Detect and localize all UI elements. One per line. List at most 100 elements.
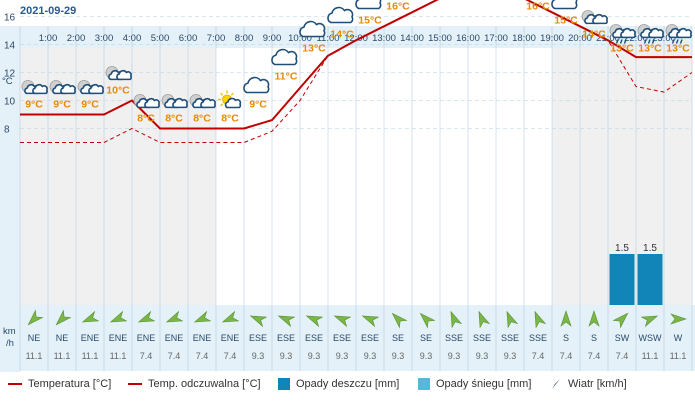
wind-speed-label: 7.4 (532, 351, 545, 361)
legend-feels-label: Temp. odczuwalna [°C] (148, 378, 261, 390)
wind-arrow-icon (552, 379, 560, 389)
wind-speed-label: 11.1 (670, 351, 687, 361)
cloud-shape (116, 70, 132, 81)
wind-direction-label: S (563, 333, 569, 343)
legend-feels-swatch (128, 383, 142, 385)
wind-speed-label: 9.3 (504, 351, 517, 361)
wind-direction-label: SE (392, 333, 404, 343)
cloudy-icon (271, 48, 298, 66)
wind-arrow-icon (361, 315, 380, 328)
wind-speed-label: 9.3 (364, 351, 377, 361)
legend-wind-label: Wiatr [km/h] (568, 378, 627, 390)
rain-drop (671, 39, 675, 44)
wind-speed-label: 7.4 (616, 351, 629, 361)
cloud-shape (144, 98, 160, 109)
night-rain-icon (637, 24, 664, 44)
temp-label: 16°C (386, 1, 410, 13)
wind-arrow-icon (277, 315, 296, 328)
temp-label: 16°C (526, 1, 550, 13)
cloud-shape (299, 20, 326, 38)
hour-label: 15:00 (428, 33, 452, 44)
y-tick-label: 10 (4, 97, 16, 108)
hour-label: 16:00 (456, 33, 480, 44)
hour-label: 3:00 (95, 33, 114, 44)
temp-label: 13°C (638, 43, 662, 55)
rain-value-label: 1.5 (615, 243, 629, 254)
temp-label: 8°C (193, 113, 211, 125)
rain-drop (623, 39, 627, 44)
wind-direction-label: SW (615, 333, 630, 343)
wind-arrow-icon (221, 310, 240, 323)
cloudy-icon (243, 76, 270, 94)
night-partly-cloudy-icon (49, 80, 76, 95)
cloudy-icon (299, 20, 326, 38)
temp-label: 15°C (358, 15, 382, 27)
wind-speed-label: 11.1 (26, 351, 43, 361)
cloud-shape (60, 84, 76, 95)
y-tick-label: 8 (4, 125, 10, 136)
legend-snow-label: Opady śniegu [mm] (436, 378, 532, 390)
cloud-shape (676, 28, 692, 39)
forecast-date: 2021-09-29 (20, 5, 77, 17)
night-cloudy-icon (581, 10, 608, 25)
wind-direction-label: ENE (193, 333, 212, 343)
y-axis-unit: °C (2, 76, 13, 87)
wind-arrow-icon (137, 310, 156, 323)
hour-label: 20:00 (568, 33, 592, 44)
temp-label: 9°C (249, 99, 267, 111)
rain-drop (619, 39, 623, 44)
night-rain-icon (665, 24, 692, 44)
wind-arrow-icon (193, 310, 212, 323)
hour-label: 22:00 (624, 33, 648, 44)
wind-arrow-icon (55, 309, 72, 326)
wind-speed-label: 9.3 (252, 351, 265, 361)
night-rain-icon (609, 24, 636, 44)
wind-speed-label: 7.4 (224, 351, 237, 361)
wind-speed-label: 11.1 (110, 351, 127, 361)
cloud-shape (271, 48, 298, 66)
wind-direction-label: S (591, 333, 597, 343)
wind-direction-label: W (674, 333, 683, 343)
wind-arrow-icon (450, 310, 463, 329)
wind-speed-label: 9.3 (308, 351, 321, 361)
wind-speed-label: 11.1 (54, 351, 71, 361)
rain-drop (679, 39, 683, 44)
wind-direction-label: ENE (109, 333, 128, 343)
cloud-shape (355, 0, 382, 10)
feels-like-line (20, 0, 693, 143)
wind-speed-label: 9.3 (280, 351, 293, 361)
wind-arrow-icon (249, 315, 268, 328)
y-tick-label: 16 (4, 13, 16, 24)
hour-label: 9:00 (263, 33, 282, 44)
hour-label: 7:00 (207, 33, 226, 44)
sun-partly-cloudy-icon (218, 90, 242, 109)
rain-drop (615, 39, 619, 44)
wind-direction-label: ESE (277, 333, 295, 343)
wind-speed-label: 7.4 (196, 351, 209, 361)
wind-direction-label: NE (56, 333, 69, 343)
cloud-shape (32, 84, 48, 95)
wind-direction-label: NE (28, 333, 41, 343)
hour-label: 5:00 (151, 33, 170, 44)
wind-arrow-icon (333, 315, 352, 328)
rain-bar (637, 254, 663, 305)
wind-direction-label: ESE (361, 333, 379, 343)
night-partly-cloudy-icon (133, 94, 160, 109)
wind-speed-label: 9.3 (392, 351, 405, 361)
cloud-shape (592, 14, 608, 25)
hour-label: 18:00 (512, 33, 536, 44)
cloudy-icon (327, 6, 354, 24)
hour-label: 21:00 (596, 33, 620, 44)
rain-drop (643, 39, 647, 44)
legend-snow-swatch (418, 378, 430, 390)
hour-label: 17:00 (484, 33, 508, 44)
wind-direction-label: ESE (333, 333, 351, 343)
wind-speed-label: 9.3 (336, 351, 349, 361)
temp-label: 14°C (582, 29, 606, 41)
wind-arrow-icon (165, 310, 184, 323)
wind-direction-label: ESE (305, 333, 323, 343)
wind-arrow-icon (478, 310, 491, 329)
wind-arrow-icon (391, 312, 408, 329)
y-tick-label: 14 (4, 41, 16, 52)
hour-label: 2:00 (67, 33, 86, 44)
